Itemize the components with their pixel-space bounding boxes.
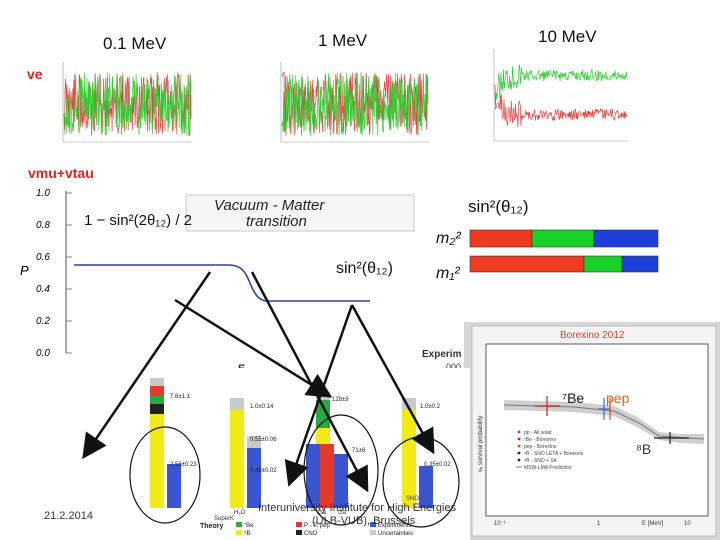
- title-line2: transition: [246, 213, 307, 230]
- flavor-label-ve: ve: [27, 66, 43, 82]
- legend-item-0: pp - All solar: [524, 430, 552, 436]
- m2-blue-segment: [593, 229, 659, 248]
- energy-label-0.1: 0.1 MeV: [103, 34, 167, 53]
- legend-theory-3: CNO: [304, 531, 318, 537]
- y-tick-1.0: 1.0: [36, 188, 50, 199]
- label-b8: ⁸B: [636, 441, 651, 457]
- legend-theory-2: P - P, pep: [304, 523, 330, 529]
- label-pep: pep: [606, 390, 630, 406]
- m1-red-segment: [469, 255, 585, 273]
- corner-label: Experim: [422, 349, 462, 360]
- y-tick-0.4: 0.4: [36, 284, 50, 295]
- corner-value: 000: [446, 362, 461, 372]
- oscillation-plot-1mev: [263, 58, 433, 150]
- oscillation-trace: [63, 72, 192, 136]
- value-7: 1.0±0.2: [420, 404, 441, 410]
- oscillation-plot-10mev: [480, 45, 632, 150]
- legend-theory-0: ⁷Be: [244, 522, 254, 529]
- y-tick-0.2: 0.2: [36, 316, 50, 327]
- experiment-bars: 7.6±1.1 2.56±0.23 1.0±0.14 0.55±0.06 0.4…: [130, 368, 470, 540]
- value-2: 1.0±0.14: [250, 404, 274, 410]
- title-line1: Vacuum - Matter: [214, 197, 325, 214]
- energy-label-10: 10 MeV: [538, 27, 597, 46]
- legend-right-1: Uncertainties: [378, 531, 413, 537]
- m2-label: m₂²: [436, 230, 461, 247]
- m1-green-segment: [583, 255, 623, 273]
- m2-green-segment: [531, 229, 595, 248]
- legend-title: Theory: [200, 523, 223, 530]
- m1-blue-segment: [621, 255, 659, 273]
- legend-item-3: ⁸B - SNO LETA + Borexino: [524, 451, 584, 457]
- y-axis-label: P: [20, 263, 29, 278]
- formula-right: sin²(θ₁₂): [336, 260, 393, 277]
- oscillation-trace: [281, 72, 429, 136]
- borexino-title: Borexino 2012: [560, 330, 625, 341]
- footer-date: 21.2.2014: [44, 510, 93, 522]
- legend-item-2: pep - Borexino: [524, 444, 557, 450]
- oscillation-trace: [494, 84, 628, 128]
- value-1: 2.56±0.23: [170, 462, 197, 468]
- legend-item-5: MSW-LMA Prediction: [524, 465, 572, 471]
- x-tick-2: 10: [684, 521, 691, 527]
- x-axis-label: E [MeV]: [642, 521, 664, 527]
- x-tick-1: 1: [597, 521, 601, 527]
- exp-label-1: H₂O: [234, 510, 246, 516]
- energy-label-1: 1 MeV: [318, 31, 368, 50]
- legend-item-4: ⁸B - SNO + SK: [524, 458, 558, 464]
- value-8: 0.35±0.02: [424, 462, 451, 468]
- legend-item-1: ⁷Be - Borexino: [524, 437, 556, 443]
- m2-red-segment: [469, 229, 533, 248]
- value-3: 0.55±0.06: [250, 437, 277, 443]
- value-5: 128±9: [332, 397, 349, 403]
- x-tick-0: 10⁻¹: [494, 521, 506, 527]
- y-tick-0.0: 0.0: [36, 348, 50, 359]
- oscillation-plot-0.1mev: [56, 58, 196, 150]
- transition-plot: 1.0 0.8 0.6 0.4 0.2 0.0 P Vacuum - Matte…: [14, 183, 474, 375]
- value-0: 7.6±1.1: [170, 394, 191, 400]
- borexino-y-axis: νₑ survival probability: [478, 416, 484, 472]
- m1-label: m₁²: [436, 265, 460, 282]
- mass-bars-header: sin²(θ₁₂): [468, 197, 529, 216]
- y-tick-0.6: 0.6: [36, 252, 50, 263]
- formula-left: 1 − sin²(2θ₁₂) / 2: [84, 212, 192, 229]
- mass-bars: sin²(θ₁₂) m₂² m₁²: [436, 197, 659, 282]
- value-4: 0.48±0.02: [250, 468, 277, 474]
- msw-curve: [503, 404, 705, 440]
- exp-label-0: SuperK: [214, 516, 234, 522]
- legend-theory-1: ⁸B: [244, 530, 251, 537]
- borexino-panel: Borexino 2012 νₑ survival probability ⁷B…: [464, 322, 720, 540]
- y-tick-0.8: 0.8: [36, 220, 50, 231]
- footer-institute-line2: (ULB-VUB), Brussels: [312, 515, 416, 527]
- oscillation-trace: [494, 64, 628, 105]
- footer-institute-line1: Interuniversity Institute for High Energ…: [258, 502, 457, 514]
- value-6: 71±6: [352, 448, 366, 454]
- label-be7: ⁷Be: [562, 390, 584, 406]
- flavor-label-vmu-vtau: vmu+vtau: [28, 165, 94, 181]
